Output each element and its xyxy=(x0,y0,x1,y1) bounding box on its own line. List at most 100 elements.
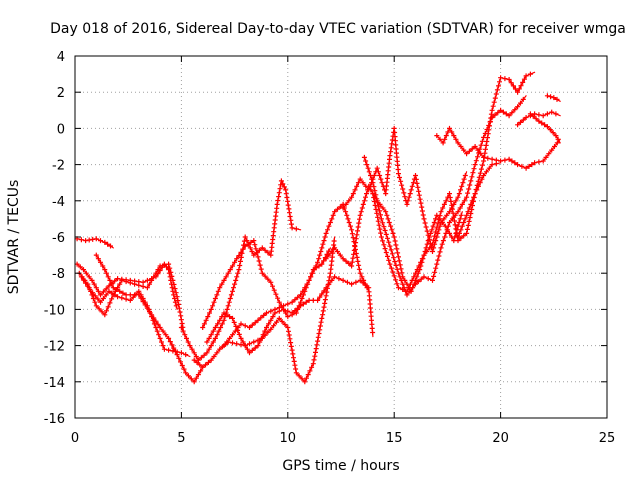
data-point xyxy=(385,216,391,222)
data-point xyxy=(261,312,267,318)
data-point xyxy=(321,304,327,310)
data-point xyxy=(320,308,326,314)
data-point xyxy=(380,205,386,211)
data-point xyxy=(447,220,452,225)
data-point xyxy=(392,138,398,144)
data-point xyxy=(455,223,461,229)
data-point xyxy=(154,328,160,334)
data-point xyxy=(349,231,355,237)
data-point xyxy=(174,294,180,300)
data-point xyxy=(527,71,533,77)
data-point xyxy=(458,187,463,193)
data-point xyxy=(484,139,490,144)
data-point xyxy=(249,249,255,254)
data-point xyxy=(179,363,185,368)
data-point xyxy=(413,270,418,276)
data-point xyxy=(289,347,295,353)
data-point xyxy=(521,76,527,82)
data-point xyxy=(298,303,304,309)
data-point xyxy=(215,288,221,294)
data-point xyxy=(160,343,166,349)
data-point xyxy=(426,236,432,242)
data-point xyxy=(191,350,197,356)
data-point xyxy=(258,266,264,272)
data-point xyxy=(346,220,352,225)
data-point xyxy=(312,353,318,359)
data-point xyxy=(472,162,478,168)
data-point xyxy=(461,220,467,225)
data-point xyxy=(218,325,224,330)
data-point xyxy=(179,321,185,326)
data-point xyxy=(475,154,480,160)
data-point xyxy=(464,151,470,157)
data-point xyxy=(456,191,462,197)
data-point xyxy=(172,286,178,292)
data-point xyxy=(424,228,430,234)
data-point xyxy=(344,279,350,285)
data-point xyxy=(451,133,457,139)
data-point xyxy=(317,327,323,333)
x-tick-label: 5 xyxy=(177,431,185,446)
data-point xyxy=(226,299,232,305)
data-point xyxy=(203,317,209,323)
data-point xyxy=(252,320,258,326)
data-point xyxy=(419,208,425,214)
data-point xyxy=(383,250,389,255)
data-point xyxy=(418,259,424,265)
data-point xyxy=(362,281,368,287)
data-point xyxy=(281,184,287,190)
data-point xyxy=(461,198,467,204)
data-point xyxy=(170,288,176,294)
data-point xyxy=(140,299,146,305)
data-point xyxy=(476,183,481,189)
data-point xyxy=(311,357,317,363)
data-point xyxy=(416,188,422,194)
data-point xyxy=(169,285,175,291)
data-point xyxy=(480,162,485,168)
data-point xyxy=(293,226,299,232)
data-point xyxy=(100,296,106,301)
data-point xyxy=(210,339,216,345)
data-point xyxy=(306,277,312,283)
data-point xyxy=(388,223,394,229)
data-point xyxy=(359,205,365,211)
data-point xyxy=(542,122,548,128)
data-point xyxy=(353,279,359,285)
data-point xyxy=(221,310,227,316)
data-point xyxy=(406,285,412,291)
data-point xyxy=(430,241,435,247)
data-point xyxy=(553,133,559,139)
data-series xyxy=(361,95,527,298)
data-point xyxy=(178,350,184,356)
data-point xyxy=(472,144,478,149)
data-point xyxy=(242,234,248,240)
data-point xyxy=(217,317,223,323)
data-point xyxy=(169,342,175,348)
data-point xyxy=(478,166,484,172)
data-point xyxy=(474,187,480,193)
data-point xyxy=(384,212,390,218)
data-point xyxy=(506,113,512,119)
data-point xyxy=(157,263,163,269)
chart-title: Day 018 of 2016, Sidereal Day-to-day VTE… xyxy=(50,21,626,37)
data-point xyxy=(230,263,235,269)
data-point xyxy=(138,295,144,301)
data-point xyxy=(465,190,471,196)
data-point xyxy=(285,314,291,320)
data-point xyxy=(391,255,397,261)
data-point xyxy=(386,239,392,245)
data-point xyxy=(302,379,308,385)
data-point xyxy=(486,127,492,133)
data-point xyxy=(115,294,121,300)
data-point xyxy=(509,158,515,164)
data-point xyxy=(440,140,446,146)
data-point xyxy=(375,200,381,206)
data-point xyxy=(291,355,296,361)
data-point xyxy=(315,338,321,344)
data-point xyxy=(214,350,220,356)
data-point xyxy=(483,169,489,175)
data-point xyxy=(200,325,206,330)
data-point xyxy=(208,357,214,363)
data-point xyxy=(171,345,177,351)
data-point xyxy=(251,238,257,244)
